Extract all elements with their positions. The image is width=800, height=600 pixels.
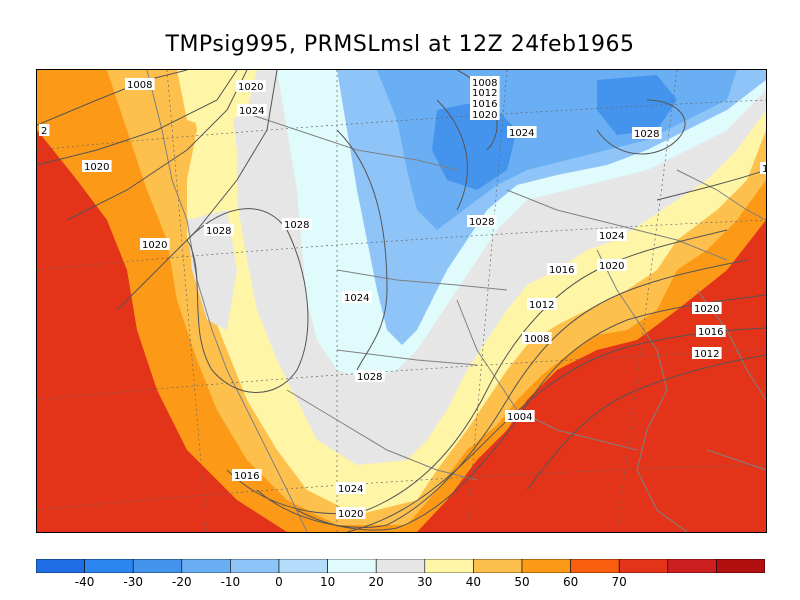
colorbar-swatch	[716, 558, 766, 574]
temp-band-neg30-neg20-east	[597, 75, 677, 135]
isobar-label: 1020	[694, 304, 719, 315]
isobar-label: 1020	[238, 82, 263, 93]
colorbar-swatch	[132, 558, 183, 574]
isobar-label: 1024	[599, 231, 624, 242]
colorbar-tick-label: -20	[171, 575, 192, 589]
isobar-label-bg	[470, 76, 500, 88]
isobar-label: 1008	[524, 334, 549, 345]
colorbar-swatch	[327, 558, 377, 574]
isobar-label: 1020	[472, 110, 497, 121]
isobar-label-bg	[507, 126, 537, 138]
isobar-label-bg	[336, 482, 366, 494]
colorbar-swatch	[375, 558, 426, 574]
isobar-label-bg	[232, 469, 262, 481]
colorbar-tick-label: -10	[220, 575, 241, 589]
grid-lines	[37, 70, 766, 532]
isobar-label-bg	[82, 160, 112, 172]
colorbar-tick-label: 40	[465, 575, 482, 589]
isobar-label: 1028	[634, 129, 659, 140]
colorbar-tick-label: 20	[368, 575, 384, 589]
map-title: TMPsig995, PRMSLmsl at 12Z 24feb1965	[165, 32, 635, 57]
isobar-label-bg	[204, 224, 234, 236]
temp-west-gray	[187, 210, 237, 330]
isobar-label-bg	[342, 291, 372, 303]
isobar-label-bg	[355, 370, 385, 382]
colorbar-tick-label: 60	[562, 575, 579, 589]
isobar-label-bg	[470, 97, 500, 109]
isobar-label-bg	[692, 347, 722, 359]
isobar-label: 1012	[529, 300, 554, 311]
colorbar-swatches	[35, 558, 766, 574]
colorbar-tick-label: 0	[275, 575, 283, 589]
isobar-label: 1016	[549, 265, 574, 276]
isobar-label: 1024	[239, 106, 264, 117]
isobar-label-bg	[505, 410, 535, 422]
colorbar-swatch	[35, 558, 85, 574]
colorbar-swatch	[667, 558, 717, 574]
isobar-label: 1012	[472, 88, 497, 99]
colorbar-swatch	[181, 558, 231, 574]
colorbar-swatch	[230, 558, 280, 574]
isobar-label: 1020	[142, 240, 167, 251]
isobar-label-bg	[336, 507, 366, 519]
isobar-label-bg	[467, 215, 497, 227]
temp-band-neg30-neg20	[432, 100, 517, 190]
isobar-label: 1016	[472, 99, 497, 110]
isobar-label: 1	[762, 164, 766, 175]
isobar-label-bg	[522, 332, 552, 344]
isobar-label-bg	[39, 124, 50, 136]
isobar-label: 1028	[206, 226, 231, 237]
colorbar-swatch	[521, 558, 571, 574]
isobar-label-bg	[760, 162, 766, 174]
isobar-label-bg	[125, 78, 155, 90]
isobar-label-bg	[632, 127, 662, 139]
isobar-label-bg	[282, 218, 312, 230]
isobar-label: 1004	[507, 412, 532, 423]
isobar-label: 1024	[338, 484, 363, 495]
isobar-label: 1020	[84, 162, 109, 173]
isobar-label-bg	[470, 86, 500, 98]
isobar-label-bg	[597, 259, 627, 271]
colorbar-tick-label: 70	[611, 575, 627, 589]
colorbar	[35, 558, 766, 577]
colorbar-tick-label: 10	[319, 575, 336, 589]
isobar-label: 1028	[469, 217, 494, 228]
isobar-label: 1028	[357, 372, 382, 383]
isobar-label-bg	[527, 298, 557, 310]
isobar-label-bg	[696, 325, 726, 337]
isobar-label-bg	[140, 238, 170, 250]
colorbar-swatch	[424, 558, 474, 574]
colorbar-swatch	[618, 558, 669, 574]
map-panel: 1008 1020 1024 1008 1012 1016 1020 1024 1028 1028…	[36, 69, 767, 533]
isobar-label-bg	[236, 80, 266, 92]
isobar-label: 1016	[698, 327, 723, 338]
colorbar-tick-label: 50	[514, 575, 530, 589]
isobar-label: 2	[41, 126, 47, 137]
isobar-label-bg	[692, 302, 722, 314]
isobar-label: 1020	[338, 509, 363, 520]
colorbar-swatch	[84, 558, 134, 574]
isobar-label-bg	[237, 104, 267, 116]
isobar-label: 1024	[509, 128, 534, 139]
isobar-label: 1028	[284, 220, 309, 231]
isobar-label: 1012	[694, 349, 719, 360]
colorbar-tick-label: 30	[417, 575, 433, 589]
colorbar-tick-label: -40	[74, 575, 95, 589]
colorbar-swatch	[278, 558, 328, 574]
isobar-label: 1020	[599, 261, 624, 272]
colorbar-tick-label: -30	[123, 575, 143, 589]
colorbar-swatch	[570, 558, 620, 574]
isobar-label-bg	[470, 108, 500, 120]
isobar-label: 1016	[234, 471, 259, 482]
colorbar-swatch	[473, 558, 523, 574]
isobars	[37, 70, 766, 532]
isobar-label: 1008	[472, 78, 497, 89]
isobar-label-bg	[547, 263, 577, 275]
isobar-label: 1008	[127, 80, 152, 91]
isobar-label: 1024	[344, 293, 369, 304]
isobar-label-bg	[597, 229, 627, 241]
